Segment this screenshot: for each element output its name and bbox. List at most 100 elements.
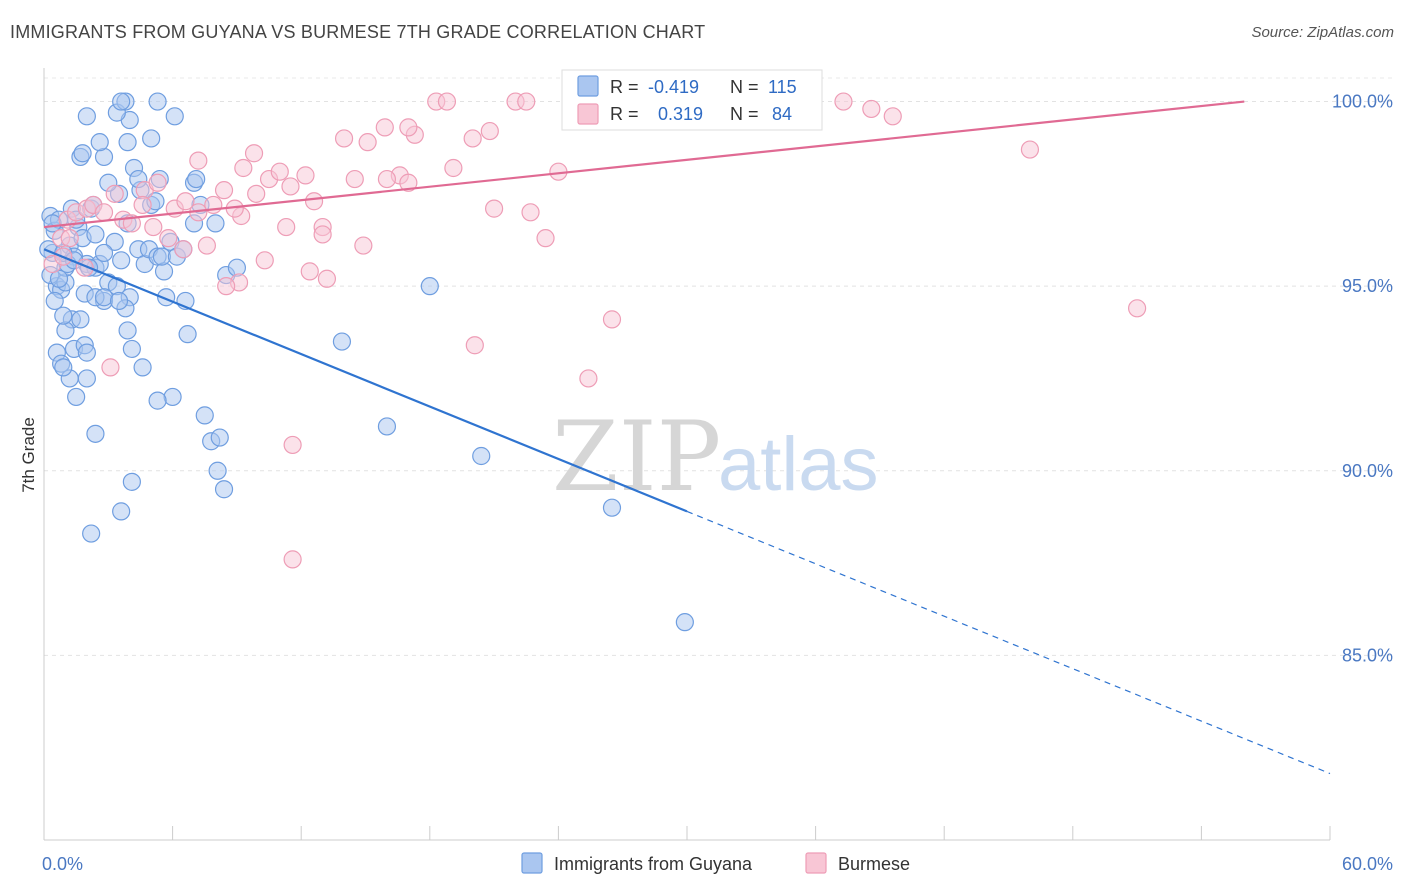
point-burmese-54 <box>602 310 622 329</box>
point-burmese-67 <box>159 229 178 248</box>
trend-line-guyana <box>43 248 688 513</box>
legend-top: R = -0.419 N = 115 R = 0.319 N = 84 <box>561 69 823 131</box>
legend-n-label-burmese: N = <box>730 104 759 124</box>
watermark: ZIP atlas <box>552 401 879 513</box>
point-guyana-95 <box>122 472 141 491</box>
point-burmese-7 <box>105 184 124 203</box>
chart-title: IMMIGRANTS FROM GUYANA VS BURMESE 7TH GR… <box>10 22 706 42</box>
y-tick-label-2: 90.0% <box>1342 461 1393 481</box>
point-guyana-94 <box>214 480 234 499</box>
point-burmese-22 <box>296 166 315 185</box>
bottom-legend-swatch-burmese <box>805 852 827 874</box>
point-guyana-100 <box>77 369 96 388</box>
point-guyana-23 <box>112 251 131 270</box>
axes <box>43 68 1331 841</box>
point-guyana-96 <box>112 502 131 521</box>
point-guyana-88 <box>163 387 182 407</box>
point-burmese-53 <box>444 158 463 178</box>
point-burmese-80 <box>244 144 264 163</box>
legend-r-label-guyana: R = <box>610 77 639 97</box>
point-guyana-59 <box>142 129 161 148</box>
point-burmese-6 <box>94 203 114 222</box>
point-guyana-106 <box>377 417 397 436</box>
y-tick-label-3: 85.0% <box>1342 645 1393 665</box>
point-guyana-80 <box>133 358 152 377</box>
point-guyana-105 <box>332 332 352 351</box>
point-burmese-70 <box>101 358 120 377</box>
point-guyana-66 <box>86 225 105 244</box>
point-burmese-24 <box>345 169 364 189</box>
point-guyana-110 <box>675 613 694 632</box>
point-guyana-61 <box>187 169 206 189</box>
legend-n-value-burmese: 84 <box>772 104 792 124</box>
point-burmese-62 <box>255 251 274 270</box>
point-burmese-21 <box>281 177 300 196</box>
point-guyana-56 <box>112 92 131 111</box>
legend-r-value-burmese: 0.319 <box>658 104 703 124</box>
point-burmese-79 <box>234 158 253 178</box>
y-axis-label: 7th Grade <box>19 417 38 493</box>
point-burmese-59 <box>317 269 337 288</box>
point-burmese-25 <box>358 133 377 152</box>
point-burmese-61 <box>277 217 296 237</box>
point-guyana-82 <box>71 310 90 329</box>
point-burmese-60 <box>300 262 319 281</box>
trend-line-extension-guyana <box>686 510 1331 775</box>
legend-swatch-burmese <box>577 103 599 125</box>
legend-box <box>561 69 823 131</box>
point-burmese-64 <box>217 277 236 296</box>
y-tick-label-0: 100.0% <box>1332 92 1393 112</box>
point-burmese-18 <box>247 184 266 203</box>
point-guyana-87 <box>178 325 197 344</box>
point-guyana-60 <box>73 144 92 163</box>
point-burmese-11 <box>148 173 167 192</box>
x-tick-label-1: 60.0% <box>1342 854 1393 874</box>
legend-n-value-guyana: 115 <box>768 77 797 97</box>
trend-lines <box>43 100 1331 775</box>
point-burmese-83 <box>334 129 354 148</box>
point-guyana-108 <box>472 446 491 466</box>
watermark-zip: ZIP <box>552 401 721 513</box>
legend-n-label-guyana: N = <box>730 77 759 97</box>
point-guyana-51 <box>118 133 137 152</box>
point-burmese-29 <box>399 173 418 192</box>
point-burmese-58 <box>354 236 373 255</box>
point-burmese-81 <box>304 192 324 211</box>
point-burmese-55 <box>579 369 598 388</box>
point-burmese-42 <box>834 92 853 111</box>
point-guyana-22 <box>105 232 124 251</box>
point-burmese-33 <box>480 121 499 141</box>
point-guyana-73 <box>54 306 73 325</box>
point-burmese-76 <box>313 225 332 244</box>
point-guyana-84 <box>109 291 129 311</box>
point-burmese-50 <box>521 203 540 222</box>
point-burmese-13 <box>176 192 195 211</box>
point-burmese-72 <box>60 229 79 248</box>
point-guyana-6 <box>45 291 64 311</box>
point-guyana-109 <box>602 498 622 517</box>
point-burmese-57 <box>377 169 397 189</box>
point-burmese-45 <box>1020 140 1040 159</box>
point-burmese-75 <box>283 550 302 569</box>
point-guyana-92 <box>210 428 229 447</box>
x-tick-label-0: 0.0% <box>42 854 83 874</box>
y-tick-label-1: 95.0% <box>1342 276 1393 296</box>
point-guyana-54 <box>77 107 96 126</box>
point-guyana-89 <box>148 391 167 410</box>
point-guyana-57 <box>148 92 167 111</box>
point-burmese-66 <box>174 240 193 259</box>
legend-swatch-guyana <box>577 75 599 97</box>
point-guyana-76 <box>54 358 73 377</box>
point-guyana-83 <box>94 288 114 307</box>
point-burmese-31 <box>437 92 457 111</box>
legend-r-label-burmese: R = <box>610 104 639 124</box>
point-burmese-44 <box>883 107 902 126</box>
point-burmese-74 <box>283 435 302 455</box>
point-guyana-107 <box>420 277 439 296</box>
trend-line-burmese <box>43 100 1245 229</box>
point-burmese-69 <box>133 195 152 215</box>
point-burmese-56 <box>465 336 484 355</box>
point-burmese-43 <box>862 99 881 119</box>
point-guyana-77 <box>77 343 96 362</box>
